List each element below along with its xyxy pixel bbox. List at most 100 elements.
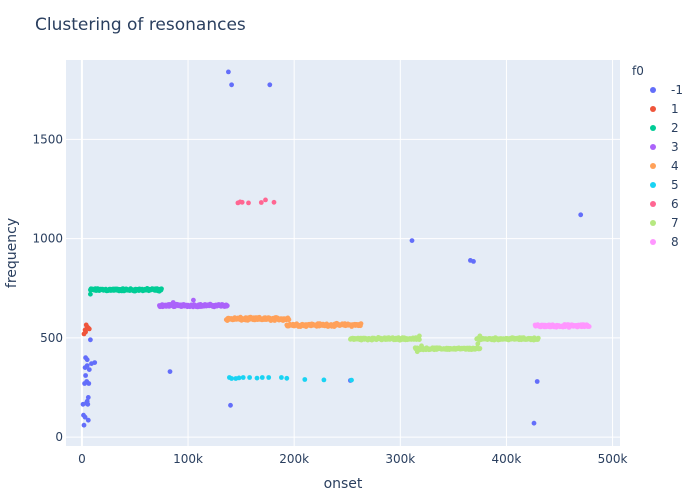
legend-label: 3 xyxy=(671,140,679,154)
axis-ticks: 0 100k 200k 300k 400k 500k 0 500 1000 1500 xyxy=(32,132,627,466)
x-tick-label: 100k xyxy=(173,452,203,466)
data-point xyxy=(477,333,483,339)
legend-marker xyxy=(650,144,656,150)
legend-marker xyxy=(650,220,656,226)
series-4 xyxy=(223,314,364,329)
data-point xyxy=(414,349,420,355)
data-point xyxy=(85,417,91,423)
series-3 xyxy=(157,297,230,310)
legend-marker xyxy=(650,106,656,112)
series-2 xyxy=(88,286,164,297)
legend-marker xyxy=(650,201,656,207)
data-point xyxy=(258,200,264,205)
chart-title: Clustering of resonances xyxy=(35,15,246,35)
legend-label: -1 xyxy=(671,83,683,97)
series--1 xyxy=(80,69,584,428)
data-point xyxy=(535,335,541,341)
data-point xyxy=(302,377,308,382)
series-1 xyxy=(81,322,92,337)
legend-item[interactable]: 1 xyxy=(650,102,679,116)
legend-label: 5 xyxy=(671,178,679,192)
data-point xyxy=(82,414,88,420)
data-point xyxy=(83,373,88,378)
data-point xyxy=(475,341,481,347)
legend-label: 7 xyxy=(671,216,679,230)
data-point xyxy=(191,297,196,303)
data-point xyxy=(228,402,233,408)
data-point xyxy=(85,395,91,400)
data-point xyxy=(586,324,592,329)
data-point xyxy=(254,375,260,381)
data-point xyxy=(321,377,327,383)
data-point xyxy=(239,199,245,205)
legend-label: 2 xyxy=(671,121,679,135)
data-point xyxy=(477,346,483,351)
data-point xyxy=(92,360,98,365)
data-point xyxy=(534,379,540,384)
x-tick-label: 0 xyxy=(78,452,86,466)
data-point xyxy=(271,199,277,205)
data-point xyxy=(349,377,354,383)
legend-label: 4 xyxy=(671,159,679,173)
legend-item[interactable]: 3 xyxy=(650,140,679,154)
data-point xyxy=(267,82,273,88)
data-point xyxy=(89,286,94,292)
data-point xyxy=(246,200,251,206)
data-point xyxy=(417,333,422,339)
legend-label: 8 xyxy=(671,235,679,249)
y-tick-label: 0 xyxy=(55,430,63,444)
data-point xyxy=(170,300,176,305)
y-axis-title: frequency xyxy=(4,218,20,288)
data-point xyxy=(286,317,292,323)
data-point xyxy=(88,337,93,343)
data-point xyxy=(224,303,230,309)
data-point xyxy=(284,375,290,381)
series-6 xyxy=(235,197,277,206)
data-point xyxy=(84,363,90,368)
data-point xyxy=(83,329,88,335)
legend-item[interactable]: 2 xyxy=(650,121,679,135)
data-point xyxy=(263,197,268,203)
legend-item[interactable]: 4 xyxy=(650,159,679,173)
data-point xyxy=(86,326,92,332)
legend-item[interactable]: -1 xyxy=(650,83,683,97)
data-point xyxy=(229,82,235,88)
data-point xyxy=(84,357,90,363)
legend-marker xyxy=(650,87,656,93)
data-point xyxy=(471,259,476,264)
data-point xyxy=(86,381,92,386)
data-point xyxy=(229,376,235,381)
data-point xyxy=(86,367,92,372)
legend-marker xyxy=(650,125,656,131)
gridlines xyxy=(66,60,620,446)
series-5 xyxy=(227,375,354,383)
legend-item[interactable]: 5 xyxy=(650,178,679,192)
data-point xyxy=(266,375,272,380)
data-point xyxy=(240,375,246,380)
legend-marker xyxy=(650,163,656,169)
x-tick-label: 400k xyxy=(492,452,522,466)
data-point xyxy=(409,238,415,244)
legend[interactable]: f0 -1 1 2 3 4 5 6 7 8 xyxy=(632,64,683,249)
data-point xyxy=(167,369,173,374)
x-tick-label: 300k xyxy=(385,452,415,466)
data-point xyxy=(88,291,93,297)
legend-item[interactable]: 7 xyxy=(650,216,679,230)
legend-item[interactable]: 6 xyxy=(650,197,679,211)
data-point xyxy=(578,212,584,218)
x-axis-title: onset xyxy=(324,476,363,492)
data-point xyxy=(259,375,265,380)
data-point xyxy=(157,288,162,294)
x-tick-label: 500k xyxy=(598,452,628,466)
legend-item[interactable]: 8 xyxy=(650,235,679,249)
y-tick-label: 1000 xyxy=(32,232,63,246)
legend-title: f0 xyxy=(632,64,644,78)
data-point xyxy=(358,321,364,326)
legend-marker xyxy=(650,182,656,188)
legend-marker xyxy=(650,239,656,245)
data-point xyxy=(279,375,284,380)
y-tick-label: 500 xyxy=(40,331,63,345)
data-point xyxy=(81,422,87,428)
data-point xyxy=(85,401,91,407)
